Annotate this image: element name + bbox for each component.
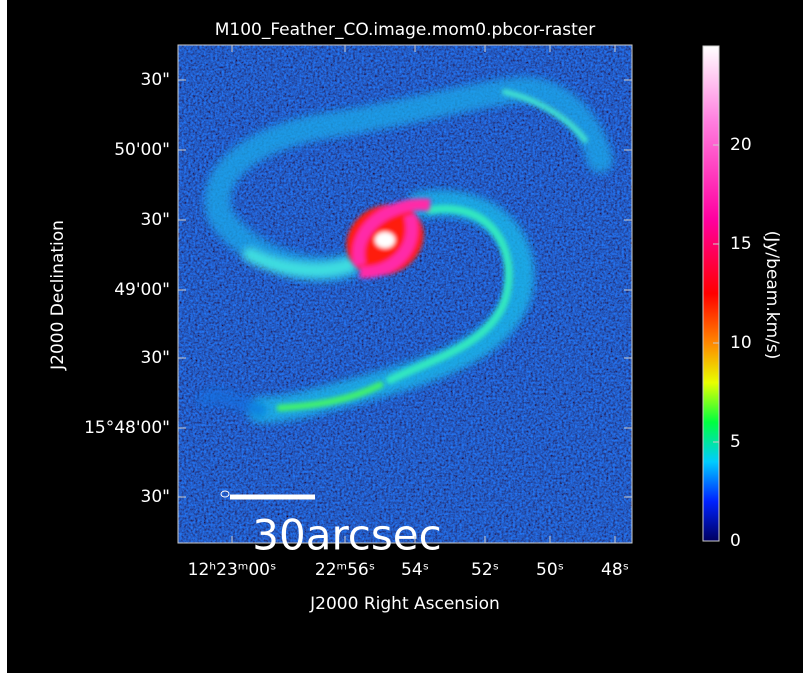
frame [177,44,633,544]
x-tick-label: 50ˢ [536,560,564,580]
x-tick-label: 22ᵐ56ˢ [315,560,375,580]
colorbar-tick-label: 0 [730,531,741,551]
colorbar-tick-label: 20 [730,135,752,155]
x-tick-label: 54ˢ [401,560,429,580]
y-tick-label: 50'00" [114,140,170,160]
y-tick-label: 49'00" [114,280,170,300]
beam [220,490,230,498]
colorbar-tick-label: 10 [730,333,752,353]
y-tick-label: 30" [141,210,170,230]
y-tick-label: 15°48'00" [84,418,170,438]
y-tick-label: 30" [141,487,170,507]
y-tick-label: 30" [141,348,170,368]
colorbar [702,45,720,542]
x-tick-label: 12ʰ23ᵐ00ˢ [188,560,277,580]
y-axis-label: J2000 Declination [48,220,68,371]
ticks: 12ʰ23ᵐ00ˢ 22ᵐ56ˢ 54ˢ 52ˢ 50ˢ 48ˢ 30" 50'00" 30" 4… [84,45,752,580]
scale-bar-label: 30arcsec [252,511,441,560]
x-axis-label: J2000 Right Ascension [309,594,500,614]
x-tick-label: 52ˢ [471,560,499,580]
colorbar-tick-label: 15 [730,234,752,254]
image [178,45,632,543]
title: M100_Feather_CO.image.mom0.pbcor-raster [215,20,596,40]
y-tick-label: 30" [141,70,170,90]
colorbar-label: (Jy/beam.km/s) [762,231,782,360]
x-tick-label: 48ˢ [601,560,629,580]
colorbar-tick-label: 5 [730,432,741,452]
margin [0,0,7,673]
